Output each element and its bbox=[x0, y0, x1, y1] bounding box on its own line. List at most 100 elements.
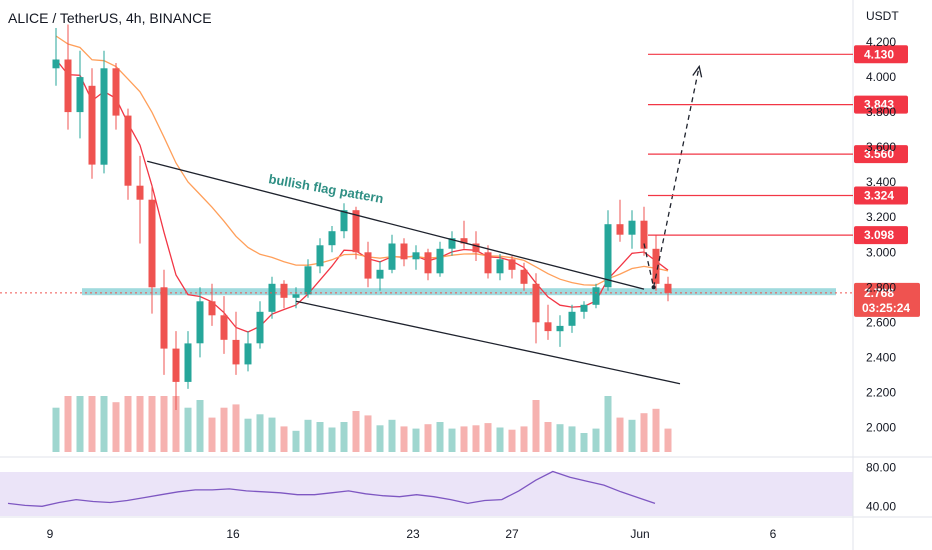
target-price-tag bbox=[854, 95, 908, 114]
price-axis-unit: USDT bbox=[866, 9, 899, 23]
target-price-label: 3.324 bbox=[864, 189, 894, 203]
candle-body bbox=[196, 301, 204, 344]
candle-body bbox=[88, 85, 96, 165]
volume-bar bbox=[592, 428, 600, 452]
candle-body bbox=[232, 339, 240, 365]
candle-body bbox=[556, 325, 564, 332]
volume-bar bbox=[136, 396, 144, 452]
volume-bar bbox=[184, 407, 192, 452]
candle-body bbox=[100, 68, 108, 165]
volume-bar bbox=[64, 396, 72, 452]
volume-bar bbox=[160, 396, 168, 452]
candle-body bbox=[76, 77, 84, 113]
price-tick-label: 3.200 bbox=[866, 210, 896, 224]
volume-bar bbox=[424, 424, 432, 452]
projection-dip-line bbox=[643, 243, 655, 288]
time-tick-label: 27 bbox=[505, 527, 519, 541]
target-price-label: 3.560 bbox=[864, 147, 894, 161]
candle-body bbox=[244, 343, 252, 365]
flag-lower-trendline bbox=[295, 300, 681, 385]
volume-bar bbox=[196, 400, 204, 452]
volume-bar bbox=[580, 433, 588, 452]
volume-bar bbox=[496, 427, 504, 452]
target-price-tag bbox=[854, 45, 908, 64]
volume-bar bbox=[472, 425, 480, 452]
candle-body bbox=[448, 238, 456, 249]
volume-bar bbox=[124, 396, 132, 452]
volume-bar bbox=[556, 424, 564, 452]
moving-averages bbox=[55, 35, 669, 333]
candle-body bbox=[520, 269, 528, 284]
candle-body bbox=[160, 287, 168, 349]
candle-body bbox=[412, 252, 420, 260]
rsi-indicator: 80.00 40.00 bbox=[7, 461, 896, 513]
volume-bar bbox=[352, 411, 360, 452]
candle-body bbox=[64, 59, 72, 113]
time-tick-label: 9 bbox=[47, 527, 54, 541]
rsi-tick-label: 40.00 bbox=[866, 499, 896, 513]
volume-bar bbox=[508, 429, 516, 452]
volume-bar bbox=[436, 422, 444, 452]
ema-fast-line bbox=[55, 59, 669, 333]
rsi-line bbox=[7, 470, 656, 507]
candlesticks bbox=[52, 24, 672, 410]
projection-pivot bbox=[651, 285, 656, 290]
candle-body bbox=[388, 243, 396, 270]
volume-bar bbox=[484, 423, 492, 452]
volume-bar bbox=[628, 419, 636, 452]
volume-bar bbox=[292, 430, 300, 452]
candle-body bbox=[472, 243, 480, 253]
volume-bars bbox=[52, 396, 672, 452]
volume-bar bbox=[448, 428, 456, 452]
price-tick-label: 3.000 bbox=[866, 245, 896, 259]
volume-bar bbox=[220, 407, 228, 452]
candle-body bbox=[220, 315, 228, 340]
target-price-tag bbox=[854, 145, 908, 164]
chart-title: ALICE / TetherUS, 4h, BINANCE bbox=[8, 10, 212, 26]
candle-body bbox=[652, 248, 660, 284]
projection-target-line bbox=[652, 66, 700, 288]
price-tick-label: 4.200 bbox=[866, 35, 896, 49]
volume-bar bbox=[76, 396, 84, 452]
price-tick-label: 2.600 bbox=[866, 315, 896, 329]
last-price-label: 2.768 bbox=[864, 286, 894, 300]
volume-bar bbox=[172, 396, 180, 452]
price-tick-label: 3.600 bbox=[866, 140, 896, 154]
candle-body bbox=[424, 252, 432, 274]
candle-body bbox=[292, 294, 300, 298]
candle-body bbox=[280, 283, 288, 298]
target-price-tag bbox=[854, 186, 908, 205]
target-price-label: 4.130 bbox=[864, 47, 894, 61]
time-tick-label: 16 bbox=[226, 527, 240, 541]
price-tick-label: 4.000 bbox=[866, 70, 896, 84]
volume-bar bbox=[616, 417, 624, 452]
volume-bar bbox=[520, 426, 528, 452]
candle-body bbox=[664, 283, 672, 293]
candle-body bbox=[268, 283, 276, 312]
time-tick-label: 6 bbox=[770, 527, 777, 541]
candle-body bbox=[640, 220, 648, 249]
volume-bar bbox=[148, 396, 156, 452]
volume-bar bbox=[244, 418, 252, 452]
candle-body bbox=[568, 311, 576, 326]
last-price-tag bbox=[854, 282, 920, 317]
volume-bar bbox=[412, 428, 420, 452]
candle-body bbox=[484, 252, 492, 274]
candle-body bbox=[376, 269, 384, 279]
volume-bar bbox=[652, 408, 660, 452]
volume-bar bbox=[664, 428, 672, 452]
target-price-label: 3.098 bbox=[864, 228, 894, 242]
candle-body bbox=[616, 224, 624, 235]
candle-body bbox=[208, 301, 216, 316]
candle-body bbox=[124, 115, 132, 186]
candle-body bbox=[496, 259, 504, 274]
candle-body bbox=[460, 238, 468, 244]
countdown-label: 03:25:24 bbox=[862, 301, 910, 315]
volume-bar bbox=[268, 417, 276, 452]
volume-bar bbox=[100, 396, 108, 452]
volume-bar bbox=[568, 426, 576, 452]
